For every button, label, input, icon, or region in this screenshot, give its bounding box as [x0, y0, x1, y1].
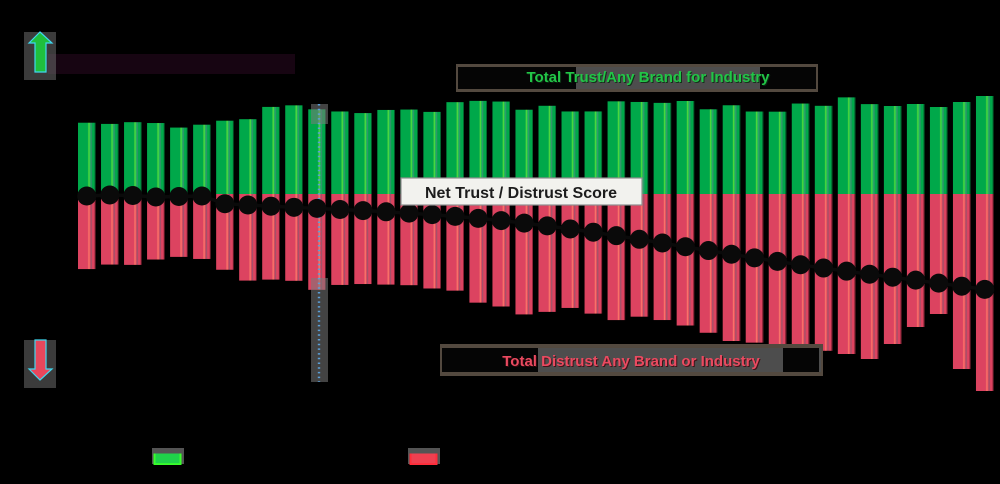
- svg-text:Net Trust / Distrust Score: Net Trust / Distrust Score: [425, 185, 617, 202]
- svg-text:Total Distrust Any Brand or In: Total Distrust Any Brand or Industry: [502, 353, 760, 370]
- svg-text:Total Trust/Any Brand for Indu: Total Trust/Any Brand for Industry: [526, 69, 770, 86]
